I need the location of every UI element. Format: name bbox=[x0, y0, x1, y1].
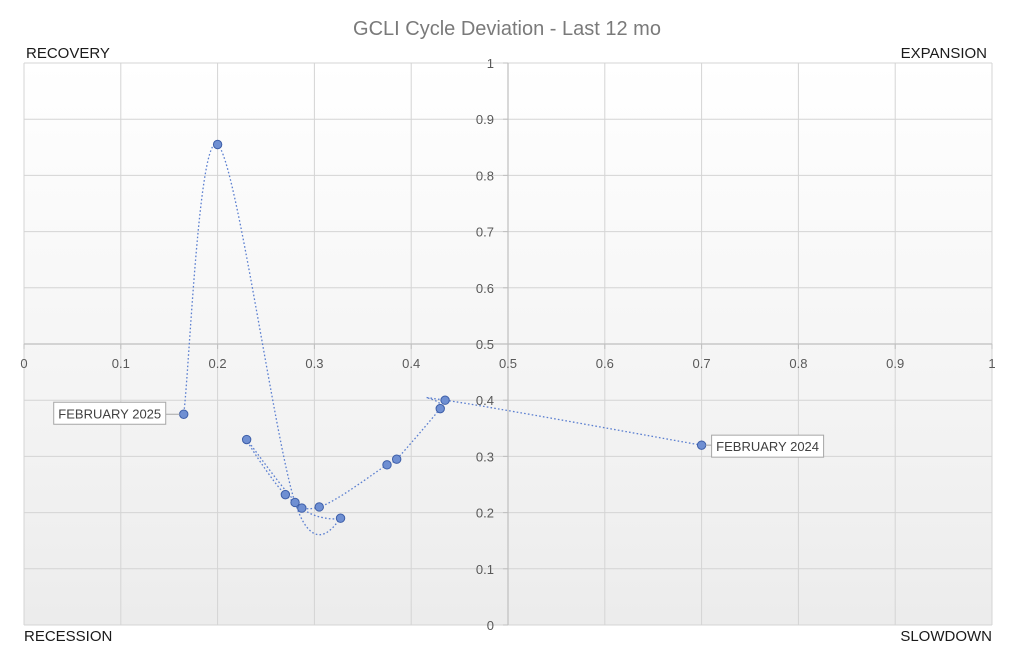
x-tick-label: 0.3 bbox=[305, 356, 323, 371]
data-point bbox=[314, 502, 324, 512]
x-tick-label: 0.5 bbox=[499, 356, 517, 371]
annotation-label: FEBRUARY 2025 bbox=[58, 406, 161, 421]
x-tick-labels: 0 0.1 0.2 0.3 0.4 0.5 0.6 0.7 0.8 0.9 1 bbox=[20, 356, 995, 371]
x-tick-label: 0 bbox=[20, 356, 27, 371]
annotations: FEBRUARY 2024 FEBRUARY 2025 bbox=[53, 401, 825, 458]
x-tick-label: 0.9 bbox=[886, 356, 904, 371]
y-tick-label: 0.6 bbox=[476, 281, 494, 296]
quadrant-label-slowdown: SLOWDOWN bbox=[900, 628, 992, 645]
y-tick-label: 0.5 bbox=[476, 337, 494, 352]
y-tick-label: 0.9 bbox=[476, 112, 494, 127]
data-point bbox=[696, 440, 707, 450]
y-tick-label: 1 bbox=[487, 56, 494, 71]
quadrant-label-recession: RECESSION bbox=[24, 628, 112, 645]
y-tick-labels: 0 0.1 0.2 0.3 0.4 0.5 0.6 0.7 0.8 0.9 1 bbox=[476, 56, 494, 633]
quadrant-label-recovery: RECOVERY bbox=[26, 45, 110, 62]
annotation-label: FEBRUARY 2024 bbox=[716, 439, 819, 454]
x-tick-label: 0.8 bbox=[789, 356, 807, 371]
axes bbox=[23, 62, 993, 626]
data-point bbox=[297, 503, 307, 513]
chart-title: GCLI Cycle Deviation - Last 12 mo bbox=[353, 18, 661, 40]
data-point bbox=[241, 434, 252, 445]
data-point bbox=[391, 454, 402, 464]
x-tick-label: 0.6 bbox=[596, 356, 614, 371]
data-point bbox=[212, 139, 223, 150]
x-tick-label: 0.7 bbox=[693, 356, 711, 371]
x-tick-label: 1 bbox=[988, 356, 995, 371]
data-point bbox=[435, 403, 445, 414]
data-point bbox=[382, 460, 392, 470]
annotation-box bbox=[53, 401, 167, 425]
y-tick-label: 0.7 bbox=[476, 225, 494, 240]
y-tick-label: 0.1 bbox=[476, 562, 494, 577]
y-tick-label: 0.2 bbox=[476, 506, 494, 521]
data-points bbox=[179, 139, 707, 523]
x-tick-label: 0.4 bbox=[402, 356, 420, 371]
data-point bbox=[179, 409, 189, 419]
annotation-box bbox=[711, 434, 825, 458]
data-point bbox=[280, 489, 291, 500]
x-tick-label: 0.2 bbox=[209, 356, 227, 371]
quadrant-label-expansion: EXPANSION bbox=[901, 45, 987, 62]
data-point bbox=[440, 395, 450, 405]
data-point bbox=[335, 513, 346, 523]
data-point bbox=[290, 497, 300, 508]
y-tick-label: 0 bbox=[487, 618, 494, 633]
y-tick-label: 0.3 bbox=[476, 449, 494, 464]
x-tick-label: 0.1 bbox=[112, 356, 130, 371]
y-tick-label: 0.8 bbox=[476, 168, 494, 183]
series-line bbox=[183, 143, 702, 536]
y-tick-label: 0.4 bbox=[476, 393, 494, 408]
